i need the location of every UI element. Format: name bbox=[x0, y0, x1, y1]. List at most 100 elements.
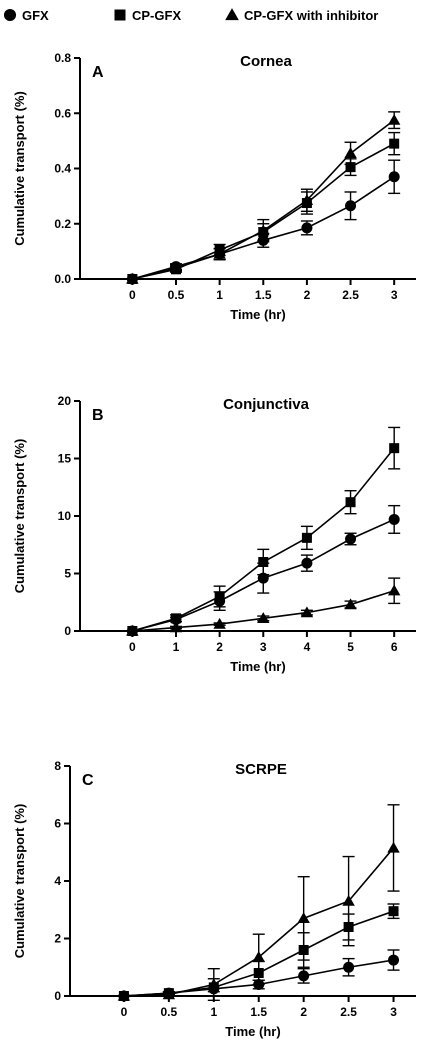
y-axis-label: Cumulative transport (%) bbox=[12, 439, 27, 594]
legend-marker-square bbox=[114, 9, 126, 21]
panel-scrpe: 0 2 4 6 8 0 0.5 1 1.5 2 2.5 3 Time (hr) Cumulative tr… bbox=[12, 759, 416, 1039]
panel-cornea: 0.0 0.2 0.4 0.6 0.8 0 0.5 1 1.5 2 2.5 3 Time (hr) Cum… bbox=[12, 51, 416, 322]
data-point-triangle bbox=[213, 247, 226, 259]
data-point-triangle bbox=[387, 841, 400, 853]
x-tick-label: 0.5 bbox=[168, 288, 185, 302]
data-point-square bbox=[389, 138, 400, 149]
y-axis-label: Cumulative transport (%) bbox=[12, 91, 27, 246]
data-point-triangle bbox=[162, 988, 176, 1000]
data-point-square bbox=[389, 443, 400, 454]
data-point-square bbox=[345, 497, 356, 508]
data-point-triangle bbox=[169, 261, 183, 273]
x-tick-label: 6 bbox=[391, 640, 398, 654]
x-tick-label: 1 bbox=[173, 640, 180, 654]
x-tick-label: 2 bbox=[304, 288, 311, 302]
x-tick-label: 3 bbox=[391, 288, 398, 302]
x-tick-label: 3 bbox=[260, 640, 267, 654]
panel-conjunctiva: 0 5 10 15 20 0 1 2 3 4 5 6 Time (hr) Cumulative trans… bbox=[12, 394, 416, 674]
data-point-circle bbox=[345, 200, 357, 212]
data-point-triangle bbox=[344, 147, 357, 158]
data-point-triangle bbox=[387, 113, 401, 125]
x-tick-label: 0.5 bbox=[161, 1005, 178, 1019]
x-axis-label: Time (hr) bbox=[230, 659, 285, 674]
y-tick-label: 2 bbox=[54, 932, 61, 946]
y-tick-label: 0.4 bbox=[54, 162, 71, 176]
data-point-triangle bbox=[252, 950, 265, 962]
data-point-square bbox=[171, 613, 181, 624]
data-point-triangle bbox=[342, 894, 355, 906]
data-point-square bbox=[214, 591, 225, 602]
x-tick-label: 0 bbox=[129, 288, 136, 302]
legend-label: CP-GFX with inhibitor bbox=[244, 8, 378, 23]
data-point-triangle bbox=[344, 598, 357, 610]
panel-label: A bbox=[92, 64, 104, 81]
panel-title: Cornea bbox=[240, 53, 292, 70]
data-point-circle bbox=[298, 970, 310, 982]
legend-label: GFX bbox=[22, 8, 49, 23]
series-square bbox=[127, 131, 401, 284]
data-point-square bbox=[301, 532, 312, 543]
x-tick-label: 2 bbox=[300, 1005, 307, 1019]
data-point-circle bbox=[301, 557, 313, 569]
series-square bbox=[127, 426, 401, 636]
data-point-triangle bbox=[213, 617, 226, 629]
panel-label: C bbox=[82, 772, 94, 789]
x-tick-label: 4 bbox=[304, 640, 311, 654]
legend-label: CP-GFX bbox=[132, 8, 181, 23]
data-point-circle bbox=[301, 222, 313, 234]
x-tick-label: 1 bbox=[210, 1005, 217, 1019]
data-point-circle bbox=[345, 533, 357, 545]
y-tick-label: 20 bbox=[58, 394, 72, 408]
data-point-triangle bbox=[257, 224, 270, 236]
y-tick-label: 4 bbox=[54, 874, 61, 888]
y-tick-label: 5 bbox=[64, 567, 71, 581]
data-point-triangle bbox=[387, 584, 401, 596]
x-tick-label: 2 bbox=[216, 640, 223, 654]
data-point-square bbox=[345, 162, 356, 173]
data-point-circle bbox=[388, 513, 400, 525]
data-point-triangle bbox=[169, 621, 183, 633]
y-tick-label: 0 bbox=[64, 624, 71, 638]
data-point-triangle bbox=[257, 612, 270, 623]
y-tick-label: 0.2 bbox=[54, 217, 71, 231]
y-tick-label: 10 bbox=[58, 509, 72, 523]
x-tick-label: 1.5 bbox=[255, 288, 272, 302]
data-point-circle bbox=[343, 961, 355, 973]
series-triangle bbox=[117, 804, 400, 1002]
y-tick-label: 0.6 bbox=[54, 106, 71, 120]
x-tick-label: 2.5 bbox=[340, 1005, 357, 1019]
x-axis-label: Time (hr) bbox=[230, 307, 285, 322]
x-tick-label: 1.5 bbox=[250, 1005, 267, 1019]
data-point-triangle bbox=[126, 272, 139, 284]
data-point-triangle bbox=[207, 978, 220, 990]
series-triangle bbox=[126, 577, 401, 636]
legend: GFX CP-GFX CP-GFX with inhibitor bbox=[3, 8, 378, 23]
data-point-triangle bbox=[297, 912, 310, 924]
data-point-triangle bbox=[300, 606, 314, 618]
x-tick-label: 0 bbox=[121, 1005, 128, 1019]
series-line bbox=[132, 589, 395, 632]
x-tick-label: 5 bbox=[347, 640, 354, 654]
x-tick-label: 3 bbox=[390, 1005, 397, 1019]
y-tick-label: 15 bbox=[58, 452, 72, 466]
panel-title: Conjunctiva bbox=[223, 396, 309, 413]
y-axis-label: Cumulative transport (%) bbox=[12, 804, 27, 959]
legend-marker-triangle bbox=[225, 8, 239, 21]
y-tick-label: 0.8 bbox=[54, 51, 71, 65]
x-tick-label: 2.5 bbox=[342, 288, 359, 302]
data-point-triangle bbox=[117, 989, 131, 1001]
series-line bbox=[132, 119, 395, 280]
x-tick-label: 1 bbox=[216, 288, 223, 302]
y-tick-label: 6 bbox=[54, 817, 61, 831]
data-point-square bbox=[258, 557, 269, 567]
data-point-circle bbox=[388, 954, 400, 966]
y-tick-label: 0 bbox=[54, 989, 61, 1003]
x-tick-label: 0 bbox=[129, 640, 136, 654]
legend-marker-circle bbox=[3, 8, 17, 22]
data-point-triangle bbox=[300, 194, 314, 205]
panel-title: SCRPE bbox=[235, 761, 287, 778]
data-point-triangle bbox=[126, 624, 139, 636]
y-tick-label: 8 bbox=[54, 759, 61, 773]
panel-label: B bbox=[92, 407, 104, 424]
